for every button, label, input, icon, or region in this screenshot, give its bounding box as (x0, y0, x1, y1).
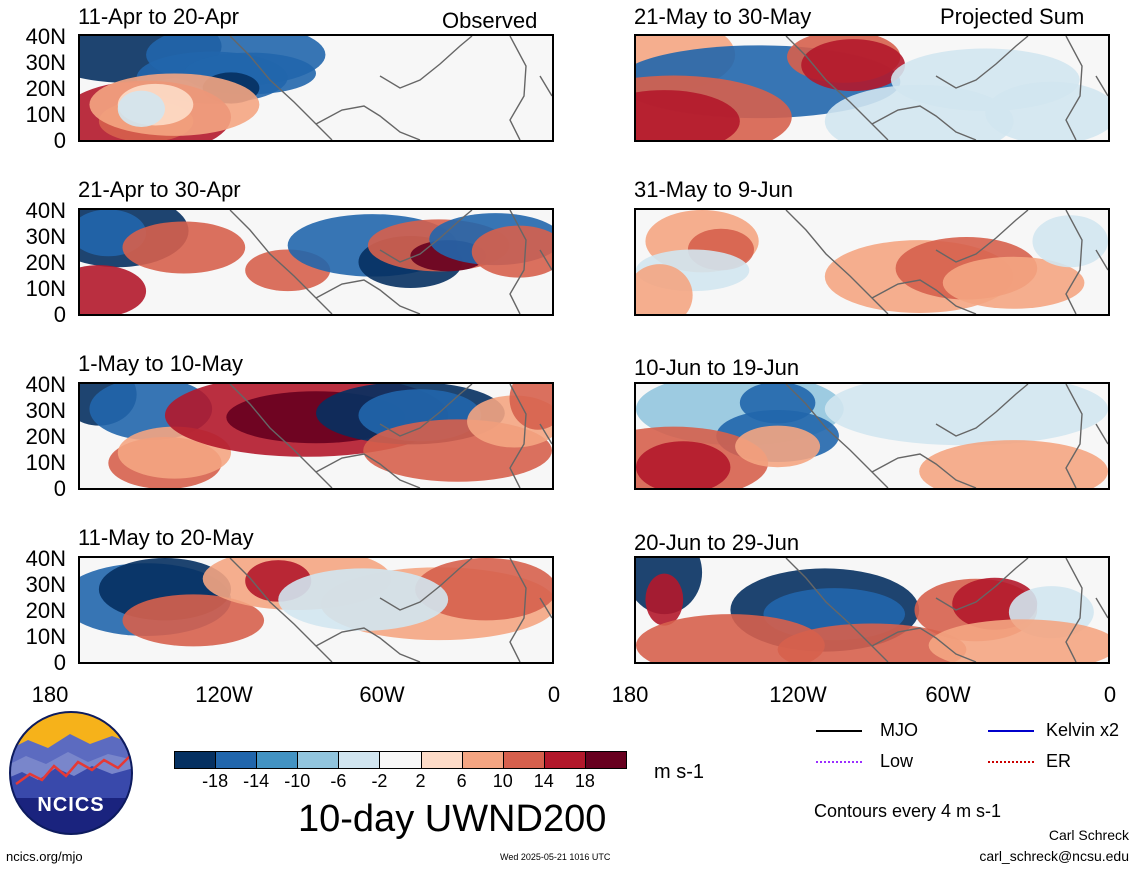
legend-low-label: Low (880, 751, 914, 771)
map-panel (634, 34, 1110, 142)
colorbar-label: -6 (330, 771, 347, 791)
legend-mjo-line (816, 730, 862, 732)
lon-label: 180 (31, 682, 69, 707)
map-panel (78, 208, 554, 316)
main-title: 10-day UWND200 (298, 798, 607, 840)
colorbar-swatch (420, 751, 463, 769)
legend-mjo-label: MJO (880, 720, 918, 740)
lat-label: 10N (25, 276, 66, 301)
panel-title: 11-May to 20-May (78, 525, 254, 550)
panel-note: Projected Sum (940, 4, 1085, 29)
legend-er-line (988, 761, 1034, 763)
lat-label: 0 (53, 302, 66, 327)
lat-label: 10N (25, 624, 66, 649)
map-panel (78, 382, 554, 490)
logo-text: NCICS (37, 794, 105, 816)
colorbar-label: -14 (243, 771, 270, 791)
lat-label: 30N (25, 572, 66, 597)
colorbar-swatch (215, 751, 258, 769)
panel-title: 1-May to 10-May (78, 351, 244, 376)
map-panel (78, 34, 554, 142)
contours-note: Contours every 4 m s-1 (814, 801, 1002, 821)
map-panel (78, 556, 554, 664)
lon-label: 60W (359, 682, 405, 707)
colorbar-swatch (338, 751, 381, 769)
lat-label: 40N (25, 546, 66, 571)
colorbar-swatch (379, 751, 422, 769)
legend-kelvin-label: Kelvin x2 (1046, 720, 1120, 740)
lat-label: 40N (25, 372, 66, 397)
lon-label: 0 (547, 682, 561, 707)
colorbar-swatch (256, 751, 299, 769)
colorbar-label: -10 (284, 771, 311, 791)
legend-kelvin-line (988, 730, 1034, 732)
lat-label: 10N (25, 450, 66, 475)
lat-label: 0 (53, 650, 66, 675)
colorbar-swatch (584, 751, 627, 769)
lat-label: 20N (25, 250, 66, 275)
legend-low-line (816, 761, 862, 763)
colorbar-swatch (297, 751, 340, 769)
lat-label: 40N (25, 198, 66, 223)
lat-label: 0 (53, 476, 66, 501)
lat-label: 20N (25, 76, 66, 101)
panel-title: 21-Apr to 30-Apr (78, 177, 241, 202)
lat-label: 30N (25, 224, 66, 249)
panel-title: 21-May to 30-May (634, 4, 812, 29)
author: Carl Schreck (1048, 827, 1129, 843)
colorbar-swatch (543, 751, 586, 769)
panel-title: 20-Jun to 29-Jun (634, 530, 800, 555)
colorbar-label: 18 (574, 771, 595, 791)
map-panel (634, 208, 1110, 316)
panel-title: 11-Apr to 20-Apr (78, 4, 240, 29)
colorbar-label: 10 (492, 771, 513, 791)
lon-label: 0 (1103, 682, 1117, 707)
colorbar-label: -2 (371, 771, 388, 791)
panel-title: 10-Jun to 19-Jun (634, 355, 800, 380)
lon-label: 120W (195, 682, 253, 707)
email: carl_schreck@ncsu.edu (979, 848, 1129, 864)
timestamp: Wed 2025-05-21 1016 UTC (500, 852, 611, 862)
lat-label: 10N (25, 102, 66, 127)
lat-label: 40N (25, 24, 66, 49)
lat-label: 20N (25, 598, 66, 623)
lat-label: 30N (25, 398, 66, 423)
map-panel (634, 556, 1110, 664)
colorbar-swatch (174, 751, 217, 769)
site-url: ncics.org/mjo (6, 849, 83, 864)
lat-label: 0 (53, 128, 66, 153)
colorbar-swatch (502, 751, 545, 769)
colorbar-units: m s-1 (654, 761, 704, 783)
colorbar-label: 6 (456, 771, 467, 791)
colorbar-label: 2 (415, 771, 426, 791)
ncics-logo: NCICS (8, 710, 134, 836)
lat-label: 30N (25, 50, 66, 75)
panel-title: 31-May to 9-Jun (634, 177, 793, 202)
colorbar-label: 14 (533, 771, 554, 791)
colorbar-label: -18 (202, 771, 229, 791)
colorbar-swatch (461, 751, 504, 769)
map-panel (634, 382, 1110, 490)
lon-label: 60W (925, 682, 971, 707)
lat-label: 20N (25, 424, 66, 449)
lon-label: 180 (611, 682, 649, 707)
lon-label: 120W (769, 682, 827, 707)
legend-er-label: ER (1046, 751, 1072, 771)
panel-note: Observed (442, 8, 538, 33)
